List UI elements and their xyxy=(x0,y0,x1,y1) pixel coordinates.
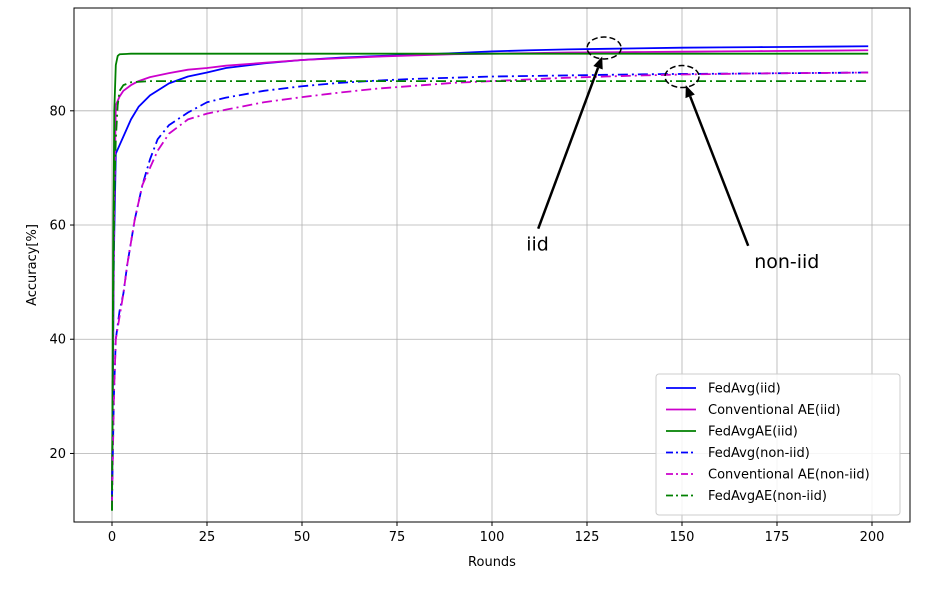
series-line-2 xyxy=(111,49,869,488)
annotation-ellipse xyxy=(586,36,622,60)
x-tick-label: 25 xyxy=(199,530,216,545)
legend-label-1: FedAvg(iid) xyxy=(708,382,781,397)
legend: FedAvg(iid) Conventional AE(iid) FedAvgAE(… xyxy=(655,373,901,516)
x-tick-label: 150 xyxy=(670,530,695,545)
series-line-5 xyxy=(111,71,869,505)
annotations: iid non-iid xyxy=(526,36,819,273)
y-tick-label: 20 xyxy=(49,447,66,462)
x-tick-label: 0 xyxy=(108,530,116,545)
annotation-arrow-line xyxy=(688,95,750,247)
annotation-arrow-line xyxy=(537,67,600,230)
y-axis-label: Accuracy[%] xyxy=(25,224,40,306)
series-line-6 xyxy=(111,80,869,511)
x-axis-label: Rounds xyxy=(468,555,516,570)
x-tick-label: 50 xyxy=(294,530,311,545)
legend-label-2: Conventional AE(iid) xyxy=(708,403,841,418)
y-tick-label: 40 xyxy=(49,333,66,348)
x-tick-label: 75 xyxy=(389,530,406,545)
x-tick-label: 175 xyxy=(765,530,790,545)
x-tick-label: 125 xyxy=(575,530,600,545)
legend-label-3: FedAvgAE(iid) xyxy=(708,425,798,440)
annotation-arrow-head xyxy=(593,56,603,70)
legend-label-5: Conventional AE(non-iid) xyxy=(708,468,870,483)
axis-ticks: 0 25 50 75 100 125 150 175 200 20 40 60 80 xyxy=(49,104,884,545)
annotation-arrow-head xyxy=(685,85,695,99)
y-tick-label: 60 xyxy=(49,219,66,234)
y-tick-label: 80 xyxy=(49,104,66,119)
legend-box xyxy=(655,373,901,516)
series-line-3 xyxy=(111,52,869,511)
x-tick-label: 100 xyxy=(480,530,505,545)
annotation-label: iid xyxy=(526,234,549,256)
legend-label-6: FedAvgAE(non-iid) xyxy=(708,489,827,504)
annotation-ellipse xyxy=(664,64,700,89)
legend-label-4: FedAvg(non-iid) xyxy=(708,446,810,461)
annotation-label: non-iid xyxy=(754,251,819,273)
series-lines xyxy=(111,45,869,511)
x-tick-label: 200 xyxy=(860,530,885,545)
